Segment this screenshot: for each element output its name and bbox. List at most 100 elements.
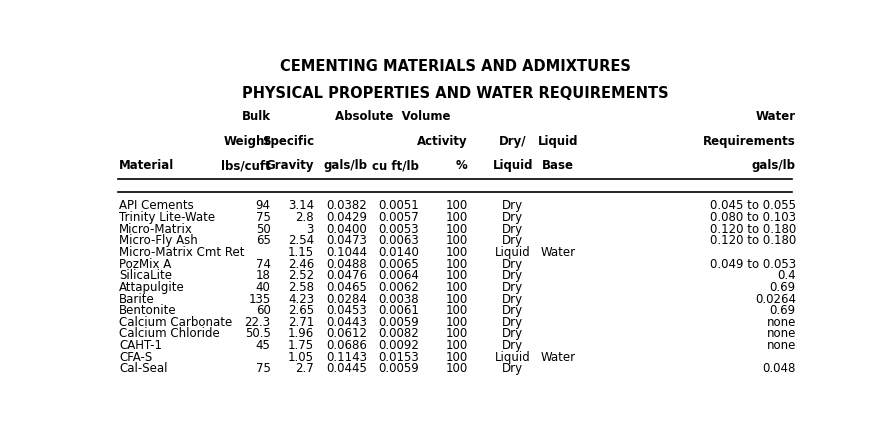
Text: 40: 40 xyxy=(256,281,271,294)
Text: Bulk: Bulk xyxy=(242,110,271,123)
Text: 100: 100 xyxy=(445,234,467,248)
Text: lbs/cuft: lbs/cuft xyxy=(221,159,271,173)
Text: 2.65: 2.65 xyxy=(288,304,314,317)
Text: Micro-Fly Ash: Micro-Fly Ash xyxy=(119,234,198,248)
Text: none: none xyxy=(766,328,796,340)
Text: 1.96: 1.96 xyxy=(288,328,314,340)
Text: Dry: Dry xyxy=(503,234,523,248)
Text: 0.0686: 0.0686 xyxy=(326,339,367,352)
Text: 3: 3 xyxy=(306,223,314,236)
Text: 2.8: 2.8 xyxy=(296,211,314,224)
Text: 100: 100 xyxy=(445,199,467,213)
Text: 75: 75 xyxy=(256,211,271,224)
Text: CEMENTING MATERIALS AND ADMIXTURES: CEMENTING MATERIALS AND ADMIXTURES xyxy=(280,59,630,74)
Text: 0.0082: 0.0082 xyxy=(378,328,418,340)
Text: 50: 50 xyxy=(256,223,271,236)
Text: none: none xyxy=(766,316,796,329)
Text: Liquid: Liquid xyxy=(538,135,579,148)
Text: 0.0153: 0.0153 xyxy=(378,351,418,364)
Text: Dry: Dry xyxy=(503,281,523,294)
Text: Cal-Seal: Cal-Seal xyxy=(119,363,168,375)
Text: 0.0064: 0.0064 xyxy=(377,269,418,282)
Text: 0.0443: 0.0443 xyxy=(326,316,367,329)
Text: 0.048: 0.048 xyxy=(763,363,796,375)
Text: CFA-S: CFA-S xyxy=(119,351,153,364)
Text: 0.0053: 0.0053 xyxy=(378,223,418,236)
Text: 0.0400: 0.0400 xyxy=(326,223,367,236)
Text: 100: 100 xyxy=(445,281,467,294)
Text: Dry: Dry xyxy=(503,223,523,236)
Text: Liquid: Liquid xyxy=(493,159,533,173)
Text: 0.0038: 0.0038 xyxy=(378,293,418,305)
Text: 0.080 to 0.103: 0.080 to 0.103 xyxy=(710,211,796,224)
Text: Liquid: Liquid xyxy=(495,351,531,364)
Text: Weight: Weight xyxy=(224,135,271,148)
Text: Barite: Barite xyxy=(119,293,155,305)
Text: cu ft/lb: cu ft/lb xyxy=(372,159,418,173)
Text: 2.71: 2.71 xyxy=(288,316,314,329)
Text: 0.0473: 0.0473 xyxy=(326,234,367,248)
Text: 0.0465: 0.0465 xyxy=(326,281,367,294)
Text: Dry: Dry xyxy=(503,293,523,305)
Text: 1.75: 1.75 xyxy=(288,339,314,352)
Text: 0.0051: 0.0051 xyxy=(378,199,418,213)
Text: 100: 100 xyxy=(445,258,467,271)
Text: 0.0063: 0.0063 xyxy=(378,234,418,248)
Text: 94: 94 xyxy=(256,199,271,213)
Text: 0.1044: 0.1044 xyxy=(326,246,367,259)
Text: 100: 100 xyxy=(445,211,467,224)
Text: none: none xyxy=(766,339,796,352)
Text: Absolute  Volume: Absolute Volume xyxy=(335,110,450,123)
Text: 0.120 to 0.180: 0.120 to 0.180 xyxy=(710,234,796,248)
Text: %: % xyxy=(456,159,467,173)
Text: Material: Material xyxy=(119,159,175,173)
Text: 0.0059: 0.0059 xyxy=(378,363,418,375)
Text: 50.5: 50.5 xyxy=(245,328,271,340)
Text: 0.0429: 0.0429 xyxy=(326,211,367,224)
Text: 2.58: 2.58 xyxy=(288,281,314,294)
Text: 0.0264: 0.0264 xyxy=(755,293,796,305)
Text: Dry: Dry xyxy=(503,269,523,282)
Text: PozMix A: PozMix A xyxy=(119,258,171,271)
Text: 100: 100 xyxy=(445,328,467,340)
Text: 135: 135 xyxy=(249,293,271,305)
Text: gals/lb: gals/lb xyxy=(323,159,367,173)
Text: Micro-Matrix: Micro-Matrix xyxy=(119,223,193,236)
Text: 0.0061: 0.0061 xyxy=(377,304,418,317)
Text: 0.0612: 0.0612 xyxy=(326,328,367,340)
Text: 2.7: 2.7 xyxy=(296,363,314,375)
Text: 2.46: 2.46 xyxy=(288,258,314,271)
Text: 1.15: 1.15 xyxy=(288,246,314,259)
Text: CAHT-1: CAHT-1 xyxy=(119,339,163,352)
Text: 0.1143: 0.1143 xyxy=(326,351,367,364)
Text: Base: Base xyxy=(543,159,575,173)
Text: Calcium Carbonate: Calcium Carbonate xyxy=(119,316,233,329)
Text: Requirements: Requirements xyxy=(703,135,796,148)
Text: Dry: Dry xyxy=(503,339,523,352)
Text: 0.69: 0.69 xyxy=(770,281,796,294)
Text: 22.3: 22.3 xyxy=(244,316,271,329)
Text: 0.0476: 0.0476 xyxy=(326,269,367,282)
Text: 4.23: 4.23 xyxy=(288,293,314,305)
Text: 100: 100 xyxy=(445,351,467,364)
Text: 0.120 to 0.180: 0.120 to 0.180 xyxy=(710,223,796,236)
Text: Water: Water xyxy=(541,351,576,364)
Text: 100: 100 xyxy=(445,363,467,375)
Text: 60: 60 xyxy=(256,304,271,317)
Text: 0.045 to 0.055: 0.045 to 0.055 xyxy=(710,199,796,213)
Text: 18: 18 xyxy=(256,269,271,282)
Text: 2.52: 2.52 xyxy=(288,269,314,282)
Text: gals/lb: gals/lb xyxy=(752,159,796,173)
Text: 0.0453: 0.0453 xyxy=(326,304,367,317)
Text: 75: 75 xyxy=(256,363,271,375)
Text: 45: 45 xyxy=(256,339,271,352)
Text: 2.54: 2.54 xyxy=(288,234,314,248)
Text: 1.05: 1.05 xyxy=(288,351,314,364)
Text: 0.69: 0.69 xyxy=(770,304,796,317)
Text: Specific: Specific xyxy=(262,135,314,148)
Text: Dry: Dry xyxy=(503,211,523,224)
Text: PHYSICAL PROPERTIES AND WATER REQUIREMENTS: PHYSICAL PROPERTIES AND WATER REQUIREMEN… xyxy=(242,86,669,101)
Text: 0.0092: 0.0092 xyxy=(377,339,418,352)
Text: 100: 100 xyxy=(445,293,467,305)
Text: Activity: Activity xyxy=(416,135,467,148)
